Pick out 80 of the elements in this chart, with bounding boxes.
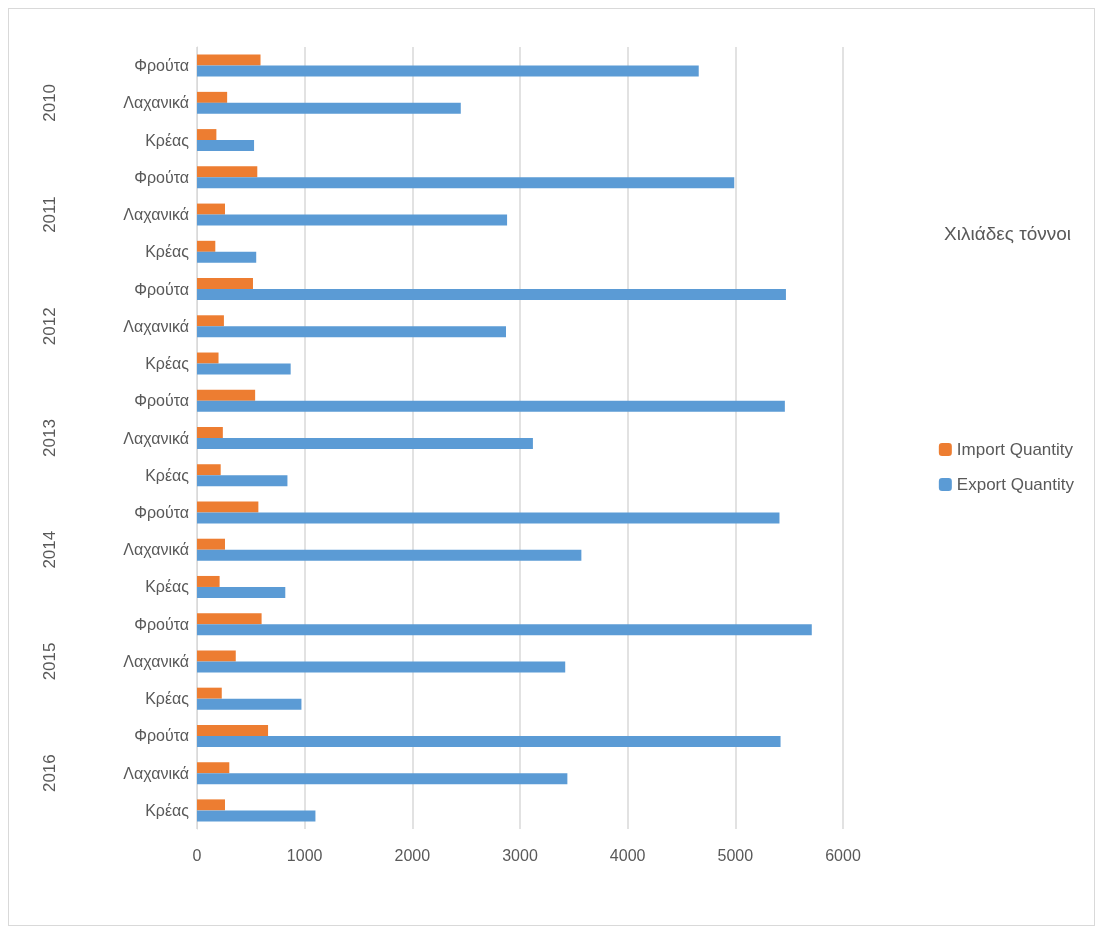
y-tick-label: Λαχανικά (123, 764, 189, 782)
text: 2010 (39, 83, 59, 122)
y-tick-label: Λαχανικά (123, 206, 189, 224)
y-tick-label: Λαχανικά (123, 541, 189, 559)
bar (197, 575, 220, 587)
bar (197, 203, 225, 215)
bar (197, 650, 236, 662)
y-tick-label: Κρέας (145, 801, 190, 819)
legend-title: Χιλιάδες τόννοι (944, 223, 1072, 244)
text: 2015 (39, 642, 59, 681)
bar (197, 799, 225, 811)
bar (197, 129, 217, 141)
bar (197, 475, 288, 487)
bar (197, 400, 785, 412)
bar (197, 762, 230, 774)
bar (197, 65, 699, 77)
bar (197, 278, 253, 290)
y-tick-label: Φρούτα (134, 280, 189, 298)
bar (197, 512, 780, 524)
legend-label: Export Quantity (956, 475, 1075, 494)
y-tick-label: Κρέας (145, 578, 190, 596)
bar (197, 687, 222, 699)
text: 2011 (39, 196, 59, 233)
bar (197, 251, 257, 263)
bar (197, 773, 568, 785)
x-tick-label: 6000 (825, 846, 861, 864)
x-tick-label: 5000 (717, 846, 754, 864)
y-tick-label: Φρούτα (134, 727, 189, 745)
bar (197, 54, 261, 66)
text: 2012 (39, 307, 59, 346)
y-tick-label: Φρούτα (134, 503, 189, 521)
y-tick-label: Φρούτα (134, 168, 189, 186)
y-tick-label: Φρούτα (134, 615, 189, 633)
x-tick-label: 0 (192, 846, 202, 864)
bar (197, 166, 258, 178)
bar (197, 289, 786, 301)
bar (197, 501, 259, 513)
bar (197, 102, 461, 114)
bar (197, 586, 286, 598)
bar (197, 438, 533, 449)
y-tick-label: Λαχανικά (123, 94, 189, 112)
x-tick-label: 4000 (609, 846, 646, 864)
legend-label: Import Quantity (956, 440, 1074, 459)
bar (197, 624, 812, 636)
bar (197, 389, 256, 401)
text: 2013 (39, 419, 59, 457)
x-tick-label: 2000 (394, 846, 431, 864)
bar (197, 464, 221, 476)
y-tick-label: Κρέας (145, 131, 190, 149)
bar (197, 240, 216, 252)
y-tick-label: Φρούτα (134, 57, 189, 75)
bar (197, 326, 506, 338)
bar (197, 538, 225, 550)
y-tick-label: Κρέας (145, 690, 190, 708)
bar (197, 177, 735, 189)
bar (197, 613, 262, 625)
y-tick-label: Λαχανικά (123, 652, 189, 670)
bar (197, 140, 255, 152)
bar (197, 91, 228, 103)
bar (197, 735, 781, 747)
x-tick-label: 3000 (502, 846, 538, 864)
bar (197, 427, 223, 438)
text: 2014 (39, 530, 59, 569)
y-tick-label: Φρούτα (134, 392, 189, 410)
text: 2016 (39, 754, 59, 793)
bar (197, 315, 224, 327)
y-tick-label: Λαχανικά (123, 429, 189, 447)
x-tick-label: 1000 (286, 846, 323, 864)
bar (197, 698, 302, 710)
bar (197, 352, 219, 364)
bar (197, 810, 316, 822)
y-tick-label: Κρέας (145, 355, 190, 373)
bar (197, 549, 582, 561)
bar (197, 661, 566, 673)
y-tick-label: Κρέας (145, 466, 190, 484)
bar (197, 214, 508, 226)
bar (197, 363, 291, 375)
y-tick-label: Λαχανικά (123, 317, 189, 335)
y-tick-label: Κρέας (145, 243, 190, 261)
bar (197, 724, 269, 736)
